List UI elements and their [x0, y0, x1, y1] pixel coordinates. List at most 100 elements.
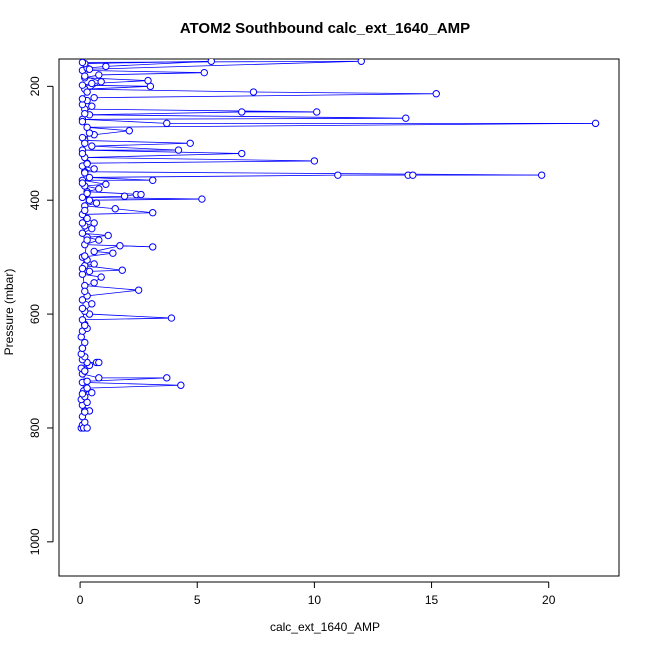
data-point: [163, 119, 171, 128]
data-point: [81, 72, 89, 80]
series-segment: [82, 118, 167, 124]
x-tick-label: 15: [425, 593, 439, 607]
series-segment: [98, 72, 205, 76]
data-point: [81, 169, 89, 177]
data-point: [83, 214, 91, 223]
series-lines: [80, 60, 596, 429]
data-point: [149, 176, 157, 184]
data-point: [83, 236, 91, 244]
x-tick-label: 0: [77, 593, 84, 607]
series-segment: [89, 198, 202, 201]
data-point: [83, 160, 91, 168]
data-point: [81, 206, 89, 215]
series-segment: [84, 265, 123, 271]
data-point: [78, 229, 87, 237]
series-segment: [91, 145, 179, 151]
series-segment: [89, 111, 242, 116]
data-point: [116, 242, 124, 250]
data-point: [78, 117, 87, 126]
data-point: [144, 76, 152, 85]
data-point: [81, 408, 89, 416]
series-segment: [82, 117, 406, 120]
data-point: [85, 173, 94, 182]
data-point: [102, 180, 110, 188]
series-segment: [115, 208, 153, 214]
series-segment: [89, 269, 123, 272]
data-point: [104, 231, 112, 240]
data-point: [177, 381, 185, 389]
data-point: [83, 88, 91, 96]
data-point: [137, 190, 145, 199]
data-point: [90, 165, 98, 173]
data-point: [95, 71, 103, 79]
data-point: [90, 247, 98, 256]
series-segment: [84, 88, 254, 93]
data-point: [90, 279, 98, 287]
y-tick-label: 600: [28, 304, 42, 324]
data-point: [81, 139, 89, 147]
data-point: [78, 304, 87, 313]
data-point: [78, 59, 87, 67]
y-tick-label: 400: [28, 190, 42, 210]
data-point: [78, 81, 87, 89]
series-segment: [87, 289, 139, 297]
data-point: [88, 142, 96, 150]
data-point: [97, 273, 105, 281]
data-point: [537, 171, 546, 179]
series-segment: [82, 69, 205, 74]
series-segment: [87, 160, 315, 164]
series-segment: [84, 157, 315, 162]
data-point: [334, 171, 342, 179]
series-segment: [84, 285, 139, 291]
data-point: [81, 109, 89, 118]
data-point: [81, 287, 89, 296]
data-point: [357, 59, 365, 65]
data-point: [85, 129, 94, 137]
data-point: [78, 179, 87, 187]
series-segment: [82, 317, 172, 321]
series-segment: [84, 205, 116, 210]
y-tick-label: 200: [28, 76, 42, 96]
series-segment: [87, 191, 142, 195]
data-point: [92, 199, 101, 207]
data-point: [78, 219, 87, 227]
data-point: [78, 264, 87, 273]
data-point: [238, 108, 246, 116]
series-segment: [89, 114, 406, 119]
series-segment: [94, 93, 437, 99]
data-point: [198, 195, 206, 203]
series-segment: [87, 384, 181, 389]
series-segment: [82, 196, 202, 200]
data-point: [95, 374, 103, 382]
series-segment: [84, 108, 317, 113]
series-segment: [89, 174, 338, 178]
data-point: [90, 219, 98, 227]
data-point: [81, 252, 89, 260]
data-point: [432, 90, 440, 98]
data-point: [90, 94, 98, 102]
data-point: [163, 374, 171, 382]
series-segment: [84, 153, 242, 158]
data-point: [102, 62, 110, 71]
series-segment: [89, 177, 153, 181]
series-segment: [253, 91, 437, 95]
data-point: [88, 300, 96, 308]
data-point: [109, 249, 117, 257]
data-point: [88, 102, 96, 110]
data-point: [95, 185, 103, 193]
data-point: [111, 205, 119, 213]
series-segment: [84, 85, 151, 90]
y-tick-label: 1000: [28, 528, 42, 555]
data-point: [118, 266, 126, 274]
axes-layer: 0 5 10 15 20 200 400 600 800 1000: [28, 58, 620, 607]
data-point: [88, 388, 96, 397]
series-segment: [91, 142, 191, 147]
series-segment: [89, 313, 172, 319]
data-point: [83, 189, 91, 198]
data-point: [85, 65, 94, 73]
data-point: [88, 79, 96, 88]
data-point: [78, 193, 87, 202]
data-point: [81, 321, 89, 330]
